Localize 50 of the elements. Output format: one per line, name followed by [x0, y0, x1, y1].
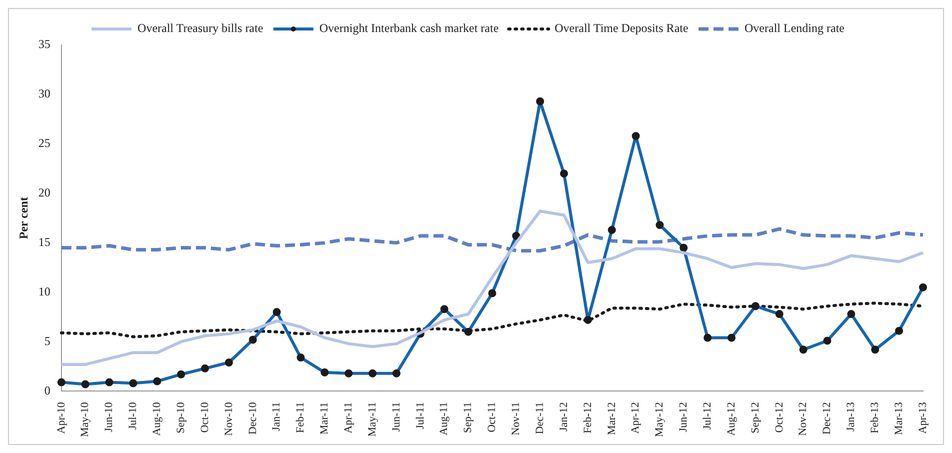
x-tick-label: Mar-13: [892, 402, 905, 435]
x-tick-label: Sep-11: [462, 402, 474, 433]
y-tick-label: 25: [38, 136, 50, 150]
x-tick-label: Apr-13: [916, 402, 929, 434]
x-tick-label: May-11: [366, 402, 378, 437]
x-tick-label: Mar-11: [318, 402, 331, 435]
x-tick-label: Nov-11: [510, 402, 522, 436]
x-tick-label: Jul-12: [701, 402, 714, 430]
x-tick-label: Sep-12: [749, 402, 762, 434]
x-tick-label: Dec-10: [246, 402, 259, 435]
x-tick-label: Mar-12: [606, 402, 618, 435]
x-tick-label: Feb-12: [582, 402, 594, 434]
y-tick-label: 0: [44, 383, 50, 398]
x-tick-label: Jul-11: [414, 402, 426, 430]
x-tick-label: Aug-10: [151, 402, 164, 436]
x-tick-label: Dec-12: [821, 402, 834, 435]
y-axis-title: Per cent: [16, 197, 30, 240]
x-tick-label: Jan-11: [270, 402, 283, 432]
legend-label: Overall Treasury bills rate: [138, 21, 264, 36]
x-tick-label: Nov-10: [222, 402, 235, 436]
x-tick-label: Apr-12: [630, 402, 642, 434]
y-tick-label: 15: [38, 234, 50, 249]
x-tick-label: Apr-11: [342, 402, 354, 434]
x-tick-label: Dec-11: [534, 402, 546, 434]
x-tick-label: Apr-10: [55, 402, 68, 434]
x-tick-label: Oct-10: [198, 402, 211, 433]
legend-label: Overall Time Deposits Rate: [554, 21, 688, 36]
x-tick-label: Nov-12: [797, 402, 810, 436]
x-tick-label: Feb-13: [869, 402, 882, 434]
x-tick-label: Jan-13: [845, 402, 858, 432]
x-tick-label: Aug-11: [438, 402, 450, 436]
y-tick-label: 10: [38, 284, 50, 298]
legend-label: Overnight Interbank cash market rate: [319, 21, 499, 36]
x-tick-label: Jun-11: [390, 402, 402, 432]
y-tick-label: 5: [44, 334, 50, 348]
x-tick-label: Jan-12: [558, 402, 570, 432]
x-tick-label: Sep-10: [174, 402, 187, 434]
legend-label: Overall Lending rate: [744, 21, 844, 36]
x-tick-label: May-12: [654, 402, 666, 437]
x-tick-label: Jul-10: [127, 402, 140, 430]
x-tick-label: May-10: [79, 402, 92, 437]
y-tick-label: 35: [38, 37, 50, 52]
x-tick-label: Jun-10: [103, 402, 116, 432]
x-tick-label: Oct-11: [486, 402, 498, 432]
y-tick-label: 30: [38, 86, 50, 101]
y-tick-label: 20: [38, 186, 50, 200]
x-tick-label: Jun-12: [678, 402, 690, 432]
x-tick-label: Aug-12: [725, 402, 738, 436]
x-tick-label: Feb-11: [294, 402, 307, 433]
x-tick-label: Oct-12: [773, 402, 786, 433]
